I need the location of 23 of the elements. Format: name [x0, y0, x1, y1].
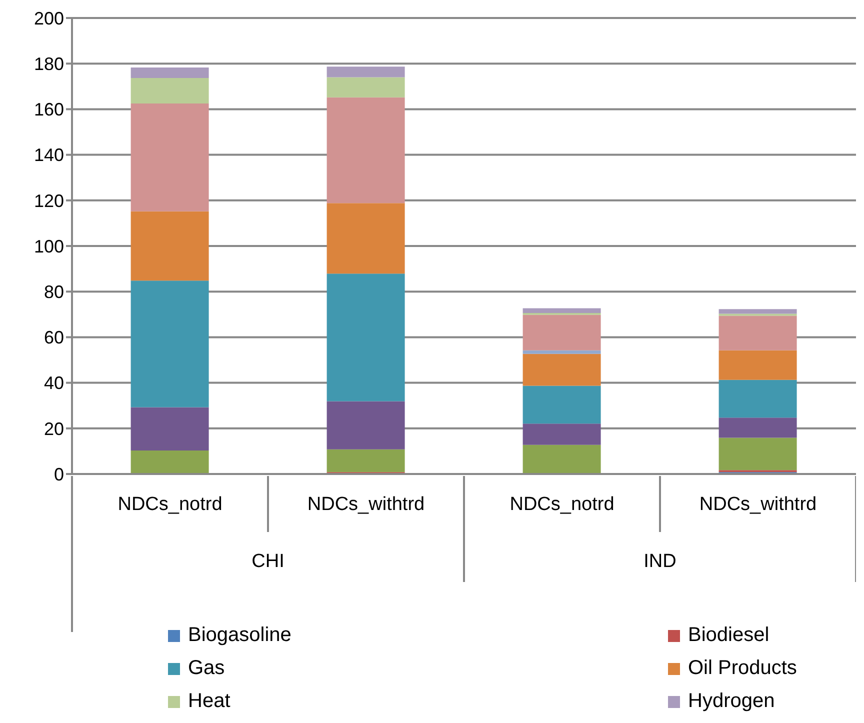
text: CHI — [252, 551, 284, 572]
legend-label: Oil Products — [688, 657, 797, 680]
legend-label: Gas — [188, 657, 225, 680]
y-tick-label: 0 — [54, 464, 64, 484]
y-tick-label: 200 — [34, 8, 64, 28]
x-tick-label: NDCs_withtrd — [699, 494, 817, 515]
y-tick-label: 140 — [34, 145, 64, 166]
legend-label: Biodiesel — [688, 624, 770, 647]
y-tick-label: 80 — [44, 282, 64, 302]
y-tick-label: 100 — [34, 236, 64, 256]
x-tick-label: NDCs_notrd — [118, 494, 222, 515]
y-tick-label: 180 — [34, 54, 64, 74]
text: IND — [644, 551, 676, 572]
x-tick-label: NDCs_notrd — [510, 494, 614, 515]
y-tick-label: 160 — [34, 100, 64, 120]
legend-label: Heat — [188, 690, 230, 713]
legend-label: Hydrogen — [688, 690, 775, 713]
y-tick-label: 20 — [44, 418, 64, 439]
y-tick-label: 40 — [44, 373, 64, 394]
x-tick-label: NDCs_withtrd — [307, 494, 425, 515]
legend-label: Biogasoline — [188, 624, 292, 647]
y-tick-label: 60 — [44, 328, 64, 348]
y-tick-label: 120 — [34, 190, 64, 211]
